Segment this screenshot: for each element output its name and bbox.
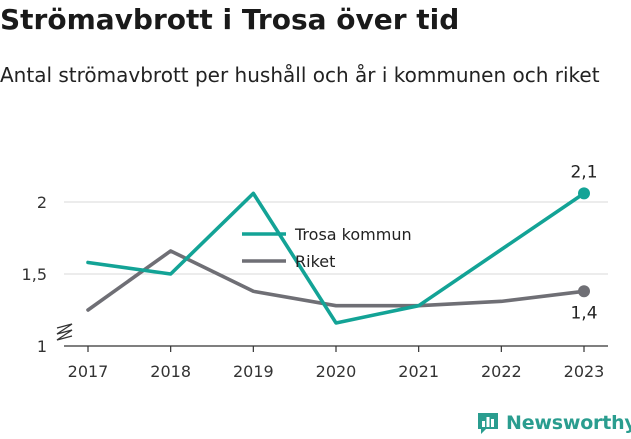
axis-break-icon — [56, 323, 73, 341]
x-tick-label: 2017 — [68, 362, 109, 381]
newsworthy-logo[interactable]: Newsworthy — [476, 409, 631, 437]
chart-subtitle: Antal strömavbrott per hushåll och år i … — [0, 63, 600, 87]
legend-label: Riket — [295, 252, 335, 271]
x-tick-label: 2018 — [150, 362, 191, 381]
data-label-trosa: 2,1 — [570, 162, 597, 182]
x-tick-label: 2022 — [481, 362, 522, 381]
y-tick-label: 2 — [37, 193, 47, 212]
data-point-riket — [578, 285, 590, 298]
legend-label: Trosa kommun — [294, 225, 412, 244]
x-tick-label: 2023 — [564, 362, 605, 381]
y-tick-label: 1 — [37, 337, 47, 356]
data-point-trosa-kommun — [578, 187, 590, 200]
x-tick-label: 2020 — [316, 362, 357, 381]
chart-title: Strömavbrott i Trosa över tid — [0, 3, 460, 36]
brand-name: Newsworthy — [506, 412, 631, 434]
x-tick-label: 2021 — [398, 362, 439, 381]
data-label-riket: 1,4 — [570, 303, 597, 323]
bar-chart-logo-icon — [478, 413, 498, 434]
series-line-trosa-kommun — [86, 191, 586, 325]
x-tick-label: 2019 — [233, 362, 274, 381]
series-line-riket — [86, 249, 586, 312]
y-tick-label: 1,5 — [22, 265, 47, 284]
